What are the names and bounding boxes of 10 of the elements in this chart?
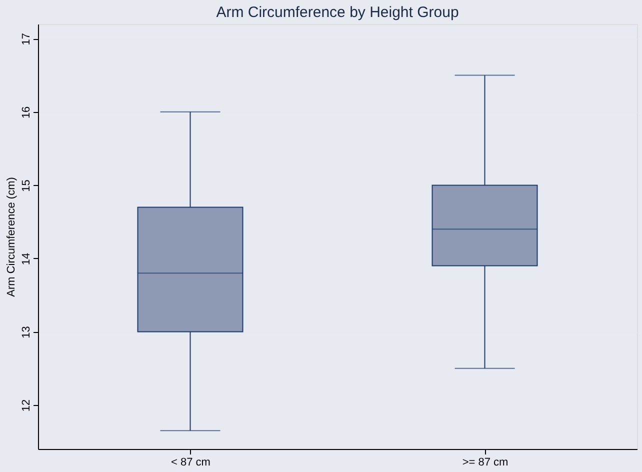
- x-tick-label: >= 87 cm: [462, 456, 508, 468]
- chart-title: Arm Circumference by Height Group: [216, 4, 459, 21]
- y-tick-label: 16: [20, 106, 32, 119]
- y-tick-label: 17: [20, 33, 32, 46]
- y-tick-label: 13: [20, 326, 32, 338]
- y-tick-label: 14: [20, 252, 32, 266]
- y-tick-label: 15: [20, 180, 32, 192]
- y-tick-label: 12: [20, 399, 32, 412]
- y-axis-title: Arm Circumference (cm): [6, 177, 18, 297]
- x-tick-label: < 87 cm: [171, 456, 210, 468]
